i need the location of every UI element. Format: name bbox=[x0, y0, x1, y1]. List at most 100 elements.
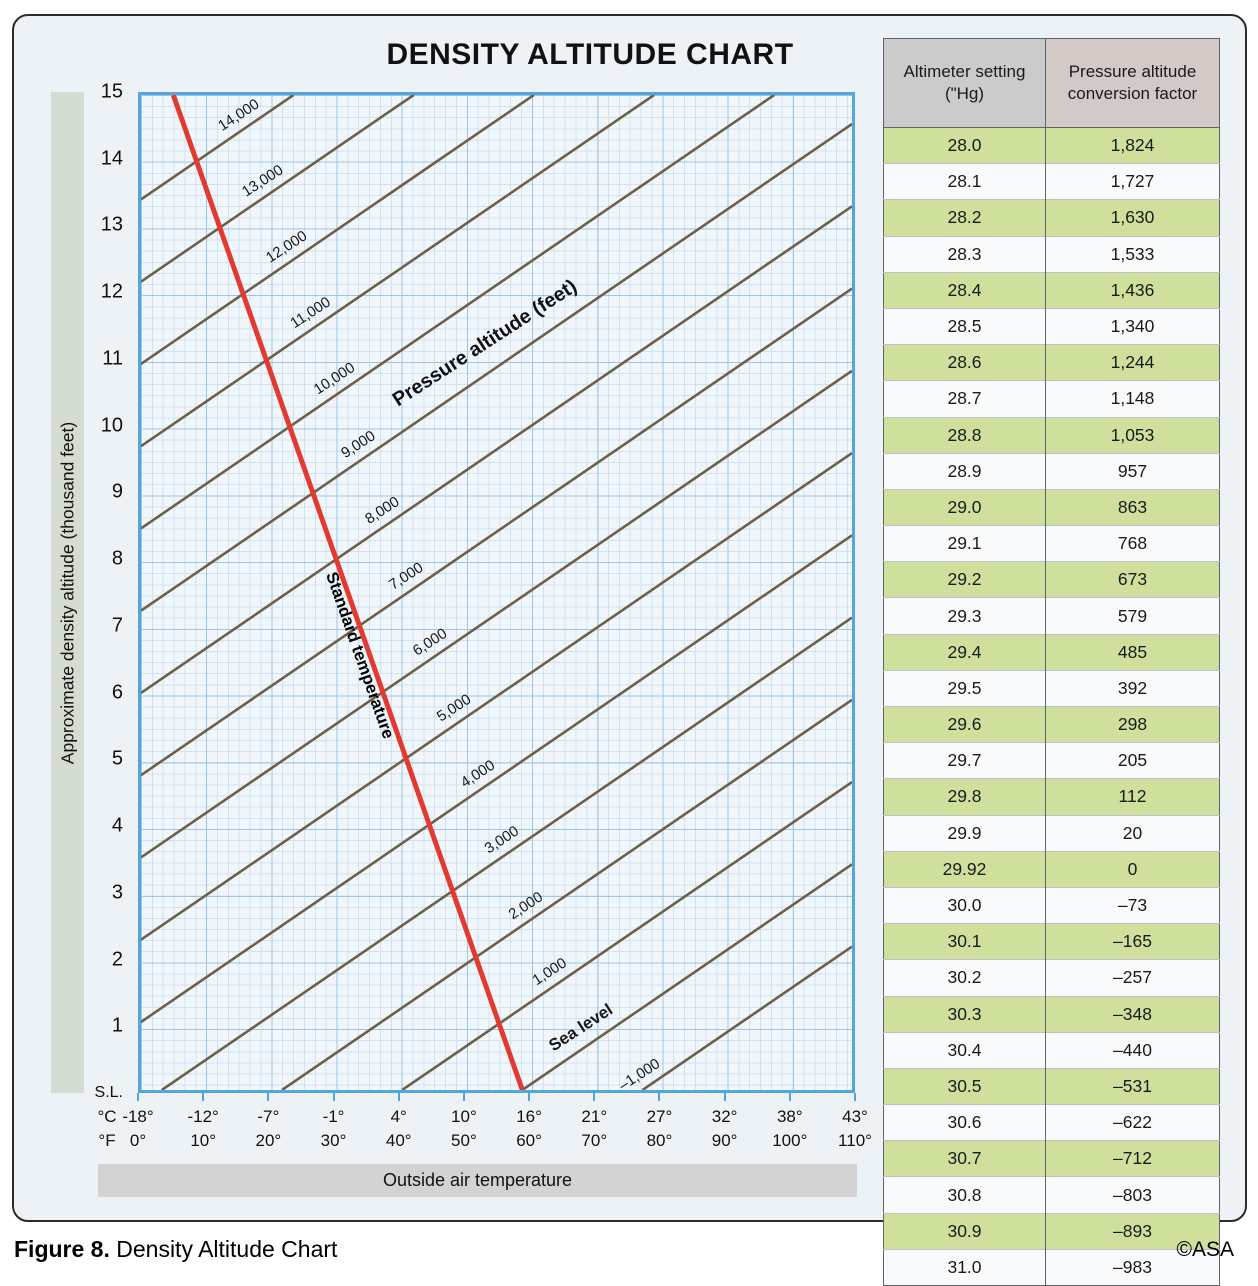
y-axis-tick-label: 6 bbox=[111, 681, 123, 704]
table-row: 29.8 112 bbox=[883, 778, 1220, 816]
table-row: 29.2 673 bbox=[883, 561, 1220, 598]
x-tick-label-fahrenheit: 10° bbox=[190, 1131, 217, 1150]
pressure-altitude-line bbox=[281, 698, 852, 1090]
figure-caption: Figure 8. Density Altitude Chart bbox=[14, 1236, 337, 1263]
conversion-factor-cell: 112 bbox=[1045, 778, 1220, 816]
altimeter-setting-cell: 31.0 bbox=[883, 1248, 1046, 1286]
table-header-conversion-factor: Pressure altitude conversion factor bbox=[1045, 38, 1220, 128]
pressure-altitude-line-label: 4,000 bbox=[458, 758, 498, 792]
header-conversion-line2: conversion factor bbox=[1067, 84, 1198, 103]
altimeter-setting-cell: 30.0 bbox=[883, 886, 1046, 924]
table-row: 29.3 579 bbox=[883, 597, 1220, 635]
conversion-factor-cell: –531 bbox=[1045, 1067, 1220, 1105]
y-axis-tick-label: 4 bbox=[111, 814, 123, 837]
x-tick-label-celsius: -18° bbox=[122, 1107, 154, 1126]
pressure-altitude-line-label: 7,000 bbox=[386, 560, 426, 594]
x-tick-label-fahrenheit: 30° bbox=[320, 1131, 347, 1150]
conversion-factor-cell: 673 bbox=[1045, 561, 1220, 598]
x-axis-tick-mark bbox=[658, 1093, 661, 1101]
pressure-altitude-line bbox=[641, 945, 852, 1090]
x-tick-label-celsius: 21° bbox=[581, 1107, 608, 1126]
conversion-factor-cell: 957 bbox=[1045, 452, 1220, 490]
conversion-factor-cell: 1,148 bbox=[1045, 380, 1220, 417]
table-row: 28.6 1,244 bbox=[883, 344, 1220, 381]
x-tick-label-fahrenheit: 100° bbox=[772, 1131, 808, 1150]
conversion-factor-cell: 0 bbox=[1045, 850, 1220, 888]
conversion-factor-cell: 485 bbox=[1045, 633, 1220, 671]
x-tick-label-fahrenheit: 40° bbox=[385, 1131, 412, 1150]
altimeter-setting-cell: 29.8 bbox=[883, 778, 1046, 816]
x-tick-label-fahrenheit: 60° bbox=[516, 1131, 542, 1150]
x-tick-label-celsius: -12° bbox=[187, 1107, 219, 1126]
conversion-factor-cell: –73 bbox=[1045, 886, 1220, 924]
altimeter-setting-cell: 28.6 bbox=[883, 344, 1046, 381]
pressure-altitude-line bbox=[141, 95, 535, 365]
y-axis-tick-label: 12 bbox=[100, 280, 123, 303]
x-axis-tick-mark bbox=[462, 1093, 465, 1101]
pressure-altitude-line-label: 12,000 bbox=[263, 228, 310, 266]
altimeter-setting-cell: 28.3 bbox=[883, 235, 1046, 273]
x-tick-label-celsius: 27° bbox=[646, 1107, 673, 1126]
table-row: 28.3 1,533 bbox=[883, 235, 1220, 273]
altimeter-setting-cell: 28.0 bbox=[883, 126, 1046, 164]
conversion-factor-cell: 863 bbox=[1045, 488, 1220, 526]
pressure-altitude-line bbox=[141, 369, 852, 859]
conversion-factor-cell: –712 bbox=[1045, 1140, 1220, 1177]
conversion-factor-cell: –622 bbox=[1045, 1104, 1220, 1141]
y-axis-tick-label: 5 bbox=[111, 747, 123, 770]
x-axis-tick-mark bbox=[137, 1093, 139, 1101]
altimeter-setting-cell: 29.4 bbox=[883, 633, 1046, 671]
x-tick-label-celsius: -1° bbox=[322, 1107, 345, 1126]
pressure-altitude-line bbox=[141, 451, 852, 941]
x-axis-title: Outside air temperature bbox=[382, 1170, 573, 1190]
x-tick-label-celsius: 4° bbox=[390, 1107, 407, 1126]
altimeter-setting-cell: 29.6 bbox=[883, 705, 1046, 743]
altimeter-setting-cell: 29.1 bbox=[883, 525, 1046, 562]
conversion-factor-cell: 1,244 bbox=[1045, 344, 1220, 381]
x-axis-label-bar: Outside air temperature bbox=[98, 1164, 857, 1197]
x-tick-label-fahrenheit: 90° bbox=[711, 1131, 738, 1150]
x-tick-label-celsius: 38° bbox=[776, 1107, 803, 1126]
table-row: 28.2 1,630 bbox=[883, 199, 1220, 237]
table-row: 30.3 –348 bbox=[883, 995, 1220, 1033]
conversion-factor-cell: –165 bbox=[1045, 923, 1220, 960]
pressure-altitude-line bbox=[141, 95, 415, 283]
pressure-altitude-line bbox=[141, 95, 655, 448]
conversion-factor-cell: –440 bbox=[1045, 1031, 1220, 1069]
conversion-factor-cell: 1,436 bbox=[1045, 271, 1220, 309]
pressure-altitude-line-label: 3,000 bbox=[482, 823, 522, 857]
conversion-factor-cell: 1,340 bbox=[1045, 307, 1220, 345]
conversion-factor-cell: –348 bbox=[1045, 995, 1220, 1033]
pressure-altitude-axis-label: Pressure altitude (feet) bbox=[389, 275, 581, 411]
x-axis-tick-mark bbox=[788, 1093, 791, 1101]
conversion-factor-cell: 1,053 bbox=[1045, 416, 1220, 454]
altimeter-setting-cell: 30.7 bbox=[883, 1140, 1046, 1177]
table-row: 31.0 –983 bbox=[883, 1248, 1220, 1286]
x-tick-label-fahrenheit: 110° bbox=[838, 1131, 872, 1150]
pressure-altitude-line bbox=[141, 534, 852, 1024]
altimeter-setting-cell: 28.1 bbox=[883, 163, 1046, 200]
table-header-altimeter-setting: Altimeter setting ("Hg) bbox=[883, 38, 1046, 128]
credit-label: ©ASA bbox=[1176, 1238, 1235, 1261]
plot-area: 14,000 13,000 12,000 11,000 10,000 9,000 8,000… bbox=[138, 92, 855, 1093]
pressure-altitude-line bbox=[141, 95, 295, 201]
y-axis-title: Approximate density altitude (thousand f… bbox=[57, 421, 77, 764]
pressure-altitude-line-label: 11,000 bbox=[288, 294, 334, 332]
pressure-altitude-line-label: –1,000 bbox=[616, 1056, 663, 1090]
altimeter-setting-cell: 30.3 bbox=[883, 995, 1046, 1033]
x-axis-tick-mark bbox=[854, 1093, 856, 1101]
pressure-altitude-line-label: 8,000 bbox=[363, 494, 403, 528]
table-row: 30.6 –622 bbox=[883, 1104, 1220, 1141]
x-axis-tick-mark bbox=[723, 1093, 726, 1101]
conversion-table: Altimeter setting ("Hg) Pressure altitud… bbox=[883, 38, 1220, 1286]
standard-temperature-label: Standard temperature bbox=[322, 569, 398, 741]
x-axis-tick-mark bbox=[528, 1093, 531, 1101]
table-row: 29.0 863 bbox=[883, 488, 1220, 526]
pressure-altitude-line bbox=[141, 122, 852, 612]
table-row: 28.8 1,053 bbox=[883, 416, 1220, 454]
table-row: 30.9 –893 bbox=[883, 1212, 1220, 1250]
table-row: 29.5 392 bbox=[883, 669, 1220, 707]
pressure-altitude-line-label: 2,000 bbox=[506, 889, 546, 923]
pressure-altitude-line-label: 5,000 bbox=[434, 692, 474, 726]
y-axis-tick-label: 3 bbox=[111, 881, 123, 904]
